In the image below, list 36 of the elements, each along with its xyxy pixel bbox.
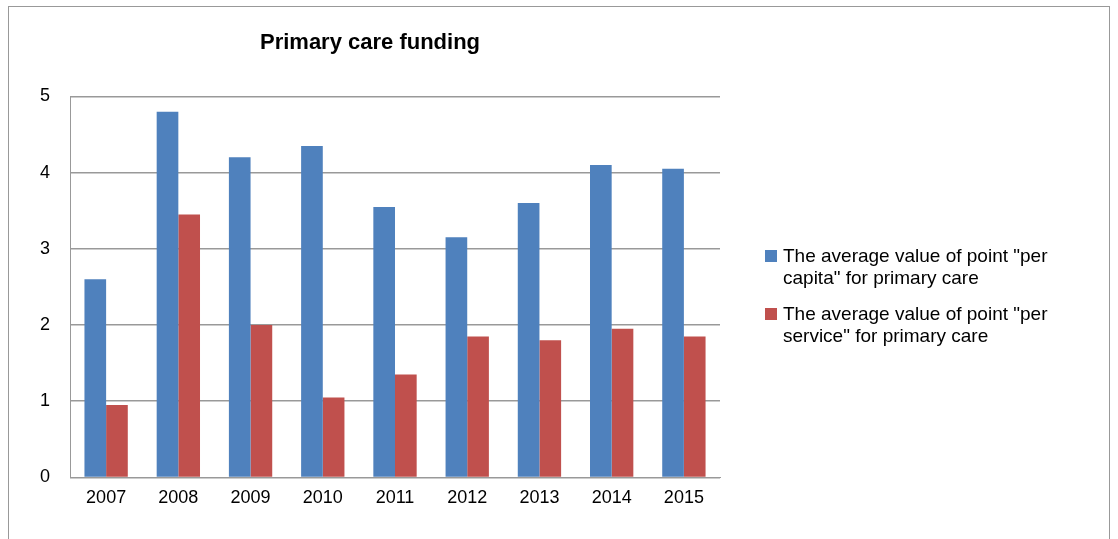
legend-label: The average value of point "per capita" for primary care bbox=[783, 245, 1049, 289]
y-tick-label: 5 bbox=[40, 85, 51, 106]
bar bbox=[539, 340, 562, 477]
bar bbox=[106, 405, 128, 477]
bar bbox=[517, 203, 540, 477]
x-tick-label: 2007 bbox=[86, 487, 127, 508]
bar bbox=[590, 164, 612, 477]
x-tick-label: 2015 bbox=[663, 487, 704, 508]
x-tick-label: 2008 bbox=[158, 487, 199, 508]
bar bbox=[611, 328, 634, 477]
bar bbox=[683, 336, 706, 477]
bar bbox=[467, 336, 489, 477]
bar bbox=[178, 214, 201, 477]
x-tick-label: 2014 bbox=[591, 487, 632, 508]
x-tick-label: 2010 bbox=[302, 487, 343, 508]
x-tick-label: 2012 bbox=[447, 487, 488, 508]
bar bbox=[84, 279, 107, 477]
bar bbox=[228, 157, 251, 477]
bar bbox=[395, 374, 417, 477]
bar bbox=[322, 397, 345, 477]
bar bbox=[662, 168, 684, 477]
bar bbox=[373, 206, 396, 477]
y-tick-label: 2 bbox=[40, 313, 51, 334]
chart-title: Primary care funding bbox=[259, 29, 481, 55]
x-tick-label: 2011 bbox=[375, 487, 415, 508]
legend-label: The average value of point "per service" for primary care bbox=[783, 303, 1049, 347]
y-tick-label: 3 bbox=[40, 237, 51, 258]
y-tick-label: 1 bbox=[40, 390, 51, 411]
bar bbox=[301, 145, 323, 477]
x-tick-label: 2009 bbox=[230, 487, 271, 508]
bar bbox=[445, 237, 468, 477]
y-tick-label: 0 bbox=[40, 466, 51, 487]
y-tick-label: 4 bbox=[40, 161, 51, 182]
bar bbox=[250, 325, 273, 477]
x-tick-label: 2013 bbox=[519, 487, 560, 508]
bar bbox=[156, 111, 179, 477]
